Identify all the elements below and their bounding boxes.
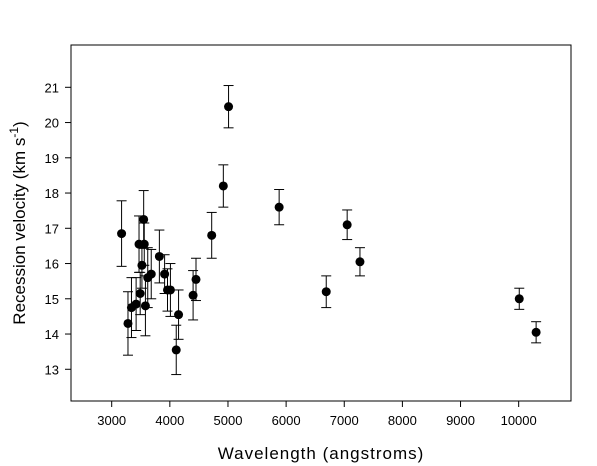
data-point (146, 248, 157, 300)
data-point (342, 209, 353, 241)
point-marker (154, 251, 164, 261)
x-axis-ticks: 3000 4000 5000 6000 7000 8000 9000 10000 (97, 401, 537, 428)
point-marker (139, 214, 149, 224)
y-tick-label: 13 (45, 362, 59, 377)
point-marker (171, 345, 181, 355)
y-tick-label: 16 (45, 257, 59, 272)
point-marker (207, 230, 217, 240)
y-axis-label-close: ) (10, 121, 29, 127)
point-marker (191, 274, 201, 284)
point-marker (218, 181, 228, 191)
y-axis-label: Recession velocity (km s-1) (7, 121, 29, 324)
x-tick-label: 5000 (214, 413, 243, 428)
point-marker (174, 310, 184, 320)
data-point (135, 271, 146, 316)
point-marker (274, 202, 284, 212)
data-point (274, 189, 285, 226)
data-points (116, 85, 542, 376)
x-tick-label: 3000 (97, 413, 126, 428)
point-marker (117, 229, 127, 239)
y-tick-label: 14 (45, 327, 59, 342)
data-point (354, 247, 365, 277)
data-point (321, 275, 332, 309)
data-point (514, 287, 525, 310)
point-marker (188, 290, 198, 300)
data-point (165, 263, 176, 317)
point-marker (146, 269, 156, 279)
point-marker (355, 257, 365, 267)
data-point (206, 211, 217, 259)
point-marker (131, 299, 141, 309)
point-marker (160, 269, 170, 279)
x-tick-label: 10000 (501, 413, 537, 428)
x-tick-label: 6000 (272, 413, 301, 428)
y-axis-ticks: 13 14 15 16 17 18 19 20 21 (45, 80, 71, 377)
point-marker (139, 239, 149, 249)
x-axis-label: Wavelength (angstroms) (218, 444, 425, 463)
y-tick-label: 19 (45, 151, 59, 166)
point-marker (342, 220, 352, 230)
data-point (531, 321, 542, 344)
data-point (171, 324, 182, 376)
point-marker (531, 327, 541, 337)
data-point (218, 164, 229, 208)
x-tick-label: 7000 (330, 413, 359, 428)
data-point (138, 190, 149, 249)
y-tick-label: 21 (45, 80, 59, 95)
data-point (131, 277, 142, 332)
point-marker (224, 102, 234, 112)
y-tick-label: 20 (45, 116, 59, 131)
data-point (173, 289, 184, 340)
x-tick-label: 8000 (388, 413, 417, 428)
point-marker (514, 294, 524, 304)
y-axis-label-exponent: -1 (7, 127, 21, 138)
data-point (191, 257, 201, 302)
x-tick-label: 9000 (446, 413, 475, 428)
x-tick-label: 4000 (155, 413, 184, 428)
y-axis-label-main: Recession velocity (km s (10, 138, 29, 325)
point-marker (165, 285, 175, 295)
data-point (223, 85, 234, 129)
plot-frame (70, 44, 572, 402)
point-marker (123, 318, 133, 328)
y-tick-label: 15 (45, 292, 59, 307)
y-tick-label: 17 (45, 221, 59, 236)
y-tick-label: 18 (45, 186, 59, 201)
data-point (139, 222, 150, 266)
point-marker (135, 288, 145, 298)
data-point (116, 200, 127, 267)
point-marker (140, 301, 150, 311)
point-marker (321, 287, 331, 297)
